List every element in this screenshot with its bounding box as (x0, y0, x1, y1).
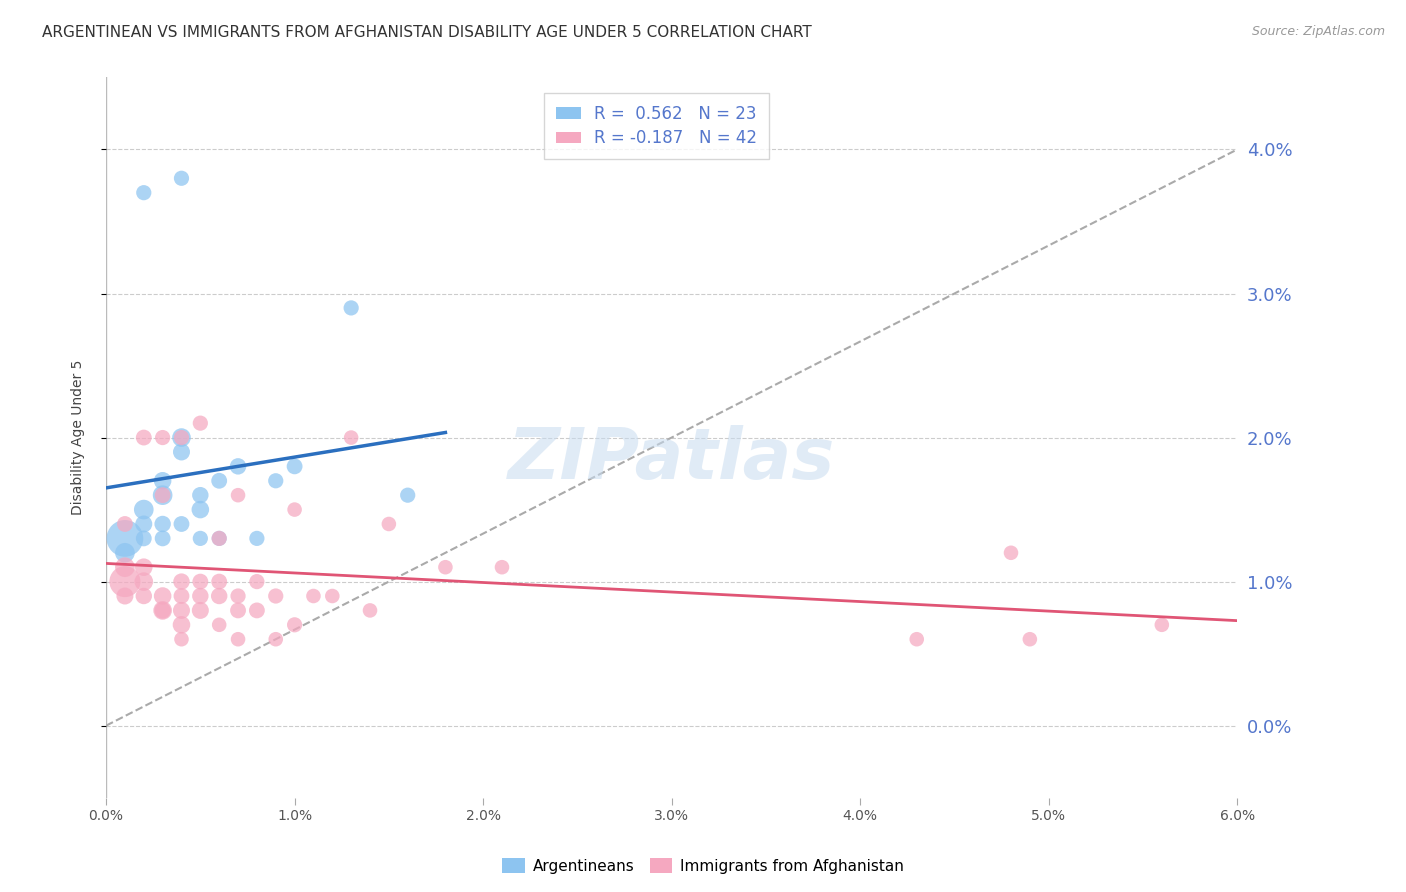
Point (188, 589, 211, 603)
Point (170, 574, 193, 589)
Point (132, 186, 155, 200)
Point (152, 532, 174, 546)
Legend: R =  0.562   N = 23, R = -0.187   N = 42: R = 0.562 N = 23, R = -0.187 N = 42 (544, 93, 769, 159)
Point (114, 532, 136, 546)
Point (188, 603, 211, 617)
Text: ARGENTINEAN VS IMMIGRANTS FROM AFGHANISTAN DISABILITY AGE UNDER 5 CORRELATION CH: ARGENTINEAN VS IMMIGRANTS FROM AFGHANIST… (42, 25, 811, 40)
Point (132, 560, 155, 574)
Point (152, 474, 174, 488)
Point (188, 416, 211, 430)
Y-axis label: Disability Age Under 5: Disability Age Under 5 (72, 359, 86, 516)
Point (246, 532, 269, 546)
Point (132, 502, 155, 516)
Point (208, 617, 231, 632)
Point (226, 488, 249, 502)
Point (188, 488, 211, 502)
Point (226, 589, 249, 603)
Point (114, 560, 136, 574)
Point (340, 431, 363, 445)
Point (1000, 546, 1022, 560)
Point (1150, 617, 1173, 632)
Point (284, 502, 307, 516)
Point (264, 474, 287, 488)
Point (114, 574, 136, 589)
Point (152, 431, 174, 445)
Point (246, 574, 269, 589)
Point (152, 488, 174, 502)
Point (132, 589, 155, 603)
Point (208, 589, 231, 603)
Point (114, 516, 136, 531)
Text: ZIPatlas: ZIPatlas (508, 425, 835, 493)
Legend: Argentineans, Immigrants from Afghanistan: Argentineans, Immigrants from Afghanista… (496, 852, 910, 880)
Point (152, 603, 174, 617)
Point (152, 589, 174, 603)
Point (170, 603, 193, 617)
Point (170, 431, 193, 445)
Point (208, 574, 231, 589)
Point (905, 632, 928, 647)
Point (114, 546, 136, 560)
Point (152, 488, 174, 502)
Point (170, 632, 193, 647)
Point (264, 589, 287, 603)
Point (170, 171, 193, 186)
Point (226, 603, 249, 617)
Point (434, 560, 457, 574)
Point (208, 532, 231, 546)
Point (226, 632, 249, 647)
Point (170, 589, 193, 603)
Point (152, 516, 174, 531)
Point (188, 532, 211, 546)
Point (208, 474, 231, 488)
Point (246, 603, 269, 617)
Point (132, 431, 155, 445)
Text: Source: ZipAtlas.com: Source: ZipAtlas.com (1251, 25, 1385, 38)
Point (491, 560, 513, 574)
Point (170, 617, 193, 632)
Point (264, 632, 287, 647)
Point (170, 516, 193, 531)
Point (152, 603, 174, 617)
Point (226, 459, 249, 474)
Point (284, 617, 307, 632)
Point (208, 532, 231, 546)
Point (1018, 632, 1040, 647)
Point (132, 532, 155, 546)
Point (396, 488, 419, 502)
Point (188, 574, 211, 589)
Point (284, 459, 307, 474)
Point (132, 516, 155, 531)
Point (321, 589, 343, 603)
Point (132, 574, 155, 589)
Point (378, 516, 401, 531)
Point (359, 603, 381, 617)
Point (170, 431, 193, 445)
Point (114, 589, 136, 603)
Point (188, 502, 211, 516)
Point (302, 589, 325, 603)
Point (340, 301, 363, 315)
Point (170, 445, 193, 459)
